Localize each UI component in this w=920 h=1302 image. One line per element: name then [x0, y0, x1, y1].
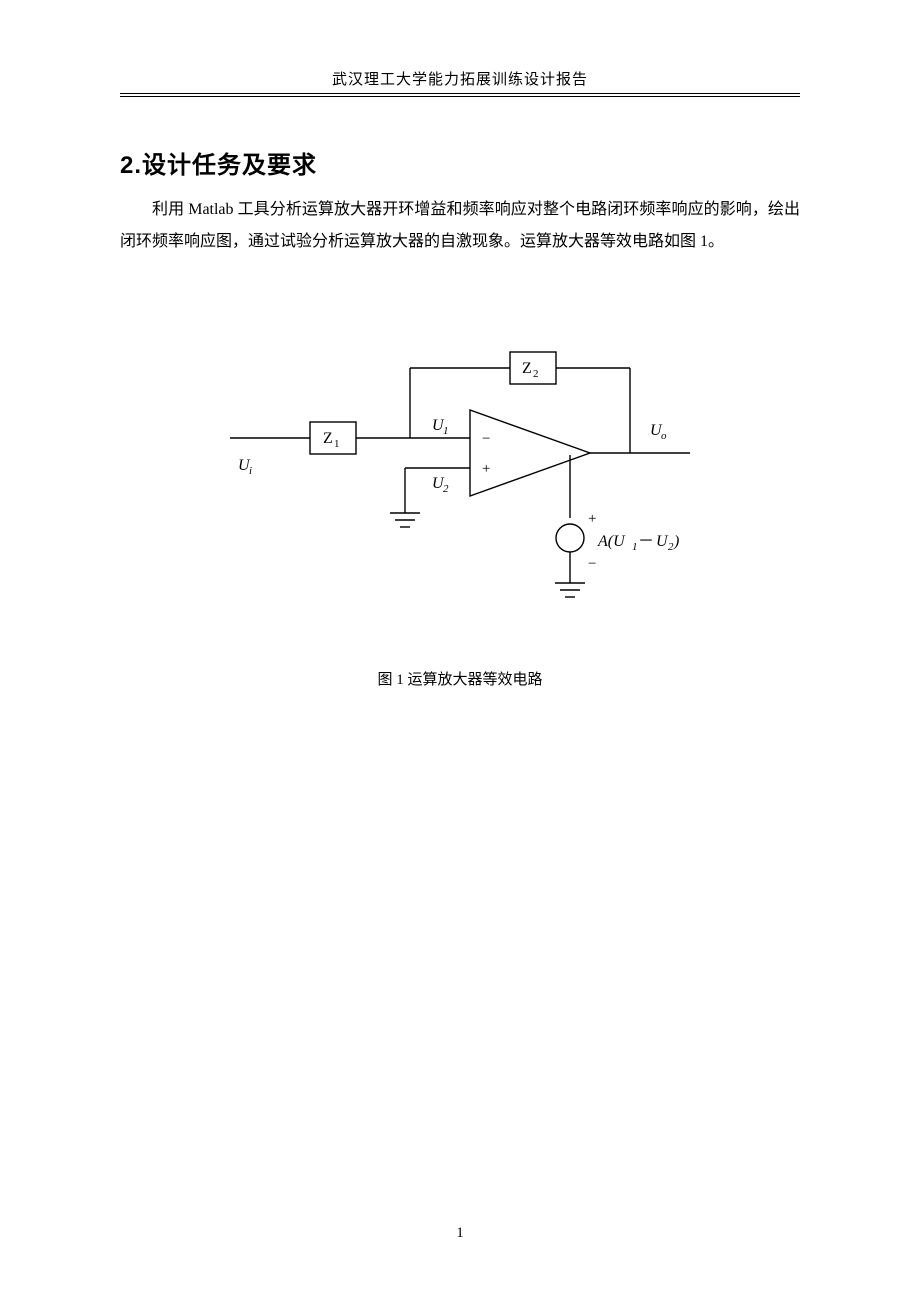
svg-text:−: −	[482, 431, 490, 447]
running-header: 武汉理工大学能力拓展训练设计报告	[120, 68, 800, 93]
section-number: 2.	[120, 152, 142, 179]
svg-text:Z: Z	[522, 360, 532, 377]
svg-text:－: －	[638, 533, 654, 550]
page-content: 武汉理工大学能力拓展训练设计报告 2.设计任务及要求 利用 Matlab 工具分…	[0, 0, 920, 689]
svg-text:1: 1	[632, 541, 638, 553]
svg-text:): )	[673, 533, 679, 550]
svg-text:1: 1	[443, 425, 449, 437]
svg-text:Z: Z	[323, 430, 333, 447]
svg-text:+: +	[588, 511, 596, 527]
svg-text:1: 1	[334, 438, 340, 450]
svg-text:2: 2	[443, 483, 449, 495]
svg-text:i: i	[249, 465, 252, 477]
page-number: 1	[0, 1225, 920, 1242]
svg-text:−: −	[588, 556, 596, 572]
figure-1: Z1UiZ2U1U2−+Uo+−A(U1－U2) 图 1 运算放大器等效电路	[120, 328, 800, 689]
circuit-diagram: Z1UiZ2U1U2−+Uo+−A(U1－U2)	[200, 328, 720, 628]
svg-text:A(U: A(U	[597, 533, 626, 550]
svg-text:2: 2	[533, 368, 539, 380]
section-title-text: 设计任务及要求	[142, 152, 317, 179]
section-heading: 2.设计任务及要求	[120, 145, 800, 180]
header-rule	[120, 93, 800, 97]
figure-caption: 图 1 运算放大器等效电路	[377, 668, 542, 689]
svg-text:+: +	[482, 461, 490, 477]
svg-text:o: o	[661, 430, 667, 442]
section-paragraph: 利用 Matlab 工具分析运算放大器开环增益和频率响应对整个电路闭环频率响应的…	[120, 194, 800, 258]
